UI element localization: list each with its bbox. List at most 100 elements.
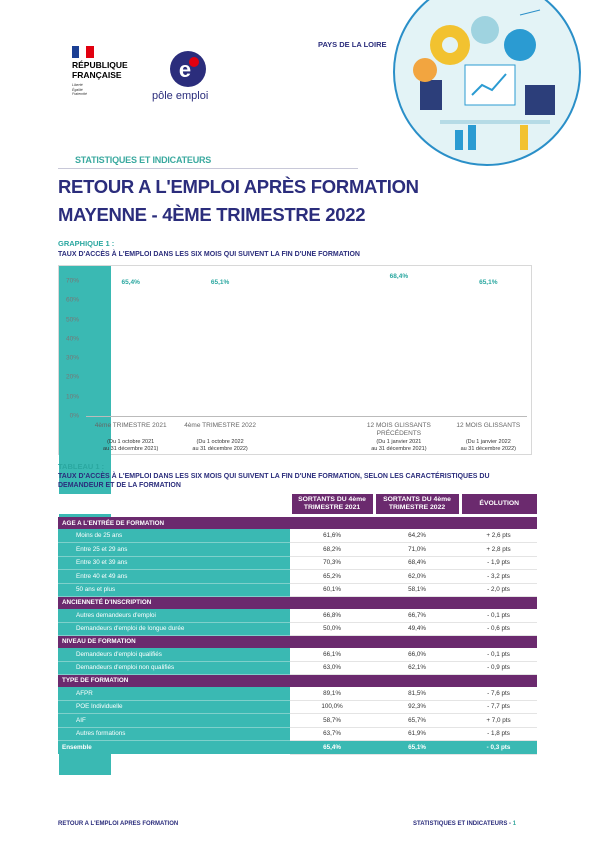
motto-line: Égalité (72, 87, 83, 92)
row-label: Autres demandeurs d'emploi (58, 608, 290, 623)
group-title: ANCIENNETÉ D'INSCRIPTION (58, 596, 537, 609)
cell: 66,0% (374, 647, 460, 662)
title: RETOUR A L'EMPLOI APRÈS FORMATION (58, 176, 419, 197)
group-row: AGE A L'ENTRÉE DE FORMATION (58, 517, 537, 529)
cell: + 7,0 pts (460, 713, 537, 728)
row: Autres formations 63,7% 61,9% - 1,8 pts (58, 727, 537, 741)
republic: RÉPUBLIQUE FRANÇAISE (72, 60, 128, 80)
cell: 66,1% (290, 647, 374, 662)
illustration (393, 0, 581, 166)
category-note: (Du 1 janvier 2022 (465, 439, 511, 445)
row: Demandeurs d'emploi qualifiés 66,1% 66,0% -… (58, 647, 537, 662)
cell: 49,4% (374, 622, 460, 636)
cell: - 1,8 pts (460, 727, 537, 741)
x-tick-label: 12 MOIS GLISSANTS PRÉCÉDENTS (366, 422, 431, 437)
footer-right: STATISTIQUES ET INDICATEURS - 1 (413, 821, 516, 827)
cell: 64,2% (374, 529, 460, 543)
row-label: POE Individuelle (58, 700, 290, 714)
y-tick-label: 60% (65, 296, 79, 304)
chart-kicker: GRAPHIQUE 1 : (58, 239, 115, 248)
chart: 0% 10% 20% 30% 40% 50% 60% 70% 4ème TRIMESTRE 20… (58, 265, 532, 776)
row-label: Demandeurs d'emploi non qualifiés (58, 661, 290, 675)
row-label: AIF (58, 713, 290, 728)
column-header: ÉVOLUTION (458, 494, 537, 514)
cell: 66,8% (290, 608, 374, 623)
title: MAYENNE - 4ÈME TRIMESTRE 2022 (58, 204, 366, 225)
republic-line: RÉPUBLIQUE (72, 60, 128, 70)
value-label: 68,4% (389, 273, 409, 281)
row: Demandeurs d'emploi non qualifiés 63,0% 62… (58, 661, 537, 675)
cell: 66,7% (374, 608, 460, 623)
republic-line: FRANÇAISE (72, 70, 122, 80)
category-note: au 31 décembre 2021) (103, 446, 159, 452)
y-tick-label: 20% (65, 373, 79, 381)
cell: 61,9% (374, 727, 460, 741)
cell: 63,0% (290, 661, 374, 675)
value-label: 65,4% (121, 278, 140, 286)
table-kicker: TABLEAU 1 : (58, 462, 105, 471)
row-label: AFPR (58, 686, 290, 701)
x-tick-label: 4ème TRIMESTRE 2021 (94, 422, 167, 429)
row-label: Entre 25 et 29 ans (58, 542, 290, 557)
cell: 60,1% (290, 583, 374, 597)
y-tick-label: 70% (65, 277, 79, 285)
table-subtitle: TAUX D'ACCÈS À L'EMPLOI DANS LES SIX MOI… (58, 473, 490, 489)
bar (59, 266, 111, 393)
row-label: Entre 40 et 49 ans (58, 569, 290, 584)
cell: - 0,6 pts (460, 622, 537, 636)
y-tick-label: 10% (65, 393, 79, 401)
y-tick-label: 40% (65, 335, 79, 343)
category-note: (Du 1 janvier 2021 (376, 439, 422, 445)
cell: + 2,6 pts (460, 529, 537, 543)
cell: 100,0% (290, 700, 374, 714)
chart-subtitle: TAUX D'ACCÈS À L'EMPLOI DANS LES SIX MOI… (58, 251, 360, 258)
row: 50 ans et plus 60,1% 58,1% - 2,0 pts (58, 583, 537, 597)
y-tick-label: 50% (65, 316, 79, 324)
row-label: Moins de 25 ans (58, 529, 290, 543)
cell: 58,1% (374, 583, 460, 597)
row: AIF 58,7% 65,7% + 7,0 pts (58, 713, 537, 728)
row-label: Demandeurs d'emploi de longue durée (58, 622, 290, 636)
cell: 61,6% (290, 529, 374, 543)
motto-line: Liberté (72, 83, 83, 87)
category-note: (Du 1 octobre 2021 (107, 439, 155, 445)
cell: - 3,2 pts (460, 569, 537, 584)
y-tick-label: 0% (69, 412, 79, 420)
cell: 65,7% (374, 713, 460, 728)
category-note: au 31 décembre 2021) (371, 446, 427, 452)
row: POE Individuelle 100,0% 92,3% - 7,7 pts (58, 700, 537, 714)
row: Entre 30 et 39 ans 70,3% 68,4% - 1,9 pts (58, 556, 537, 570)
group-title: NIVEAU DE FORMATION (58, 635, 537, 648)
group-title: AGE A L'ENTRÉE DE FORMATION (58, 517, 537, 529)
category-note: (Du 1 octobre 2022 (196, 439, 244, 445)
cell: 81,5% (374, 686, 460, 701)
column-header: SORTANTS DU 4ème TRIMESTRE 2022 (372, 494, 460, 514)
svg-text:e: e (179, 57, 191, 82)
header-row: SORTANTS DU 4ème TRIMESTRE 2021 SORTANTS … (58, 494, 537, 514)
group-row: NIVEAU DE FORMATION (58, 635, 537, 648)
cell: + 2,8 pts (460, 542, 537, 557)
category-note: au 31 décembre 2022) (460, 446, 516, 452)
brand: pôle emploi (152, 90, 209, 102)
row: AFPR 89,1% 81,5% - 7,6 pts (58, 686, 537, 701)
x-tick-label: 4ème TRIMESTRE 2022 (184, 422, 256, 429)
row: Entre 25 et 29 ans 68,2% 71,0% + 2,8 pts (58, 542, 537, 557)
cell: 70,3% (290, 556, 374, 570)
cell: 50,0% (290, 622, 374, 636)
cell: - 2,0 pts (460, 583, 537, 597)
row-label: 50 ans et plus (58, 583, 290, 597)
x-axis (86, 416, 527, 417)
table: SORTANTS DU 4ème TRIMESTRE 2021 SORTANTS … (58, 494, 537, 755)
y-tick-label: 30% (65, 354, 79, 362)
cell: 92,3% (374, 700, 460, 714)
category-note: au 31 décembre 2022) (192, 446, 248, 452)
total-cell: - 0,3 pts (460, 740, 537, 755)
section-label: STATISTIQUES ET INDICATEURS (75, 155, 212, 165)
row: Autres demandeurs d'emploi 66,8% 66,7% - 0,… (58, 608, 537, 623)
cell: 62,1% (374, 661, 460, 675)
cell: - 7,7 pts (460, 700, 537, 714)
cell: 89,1% (290, 686, 374, 701)
region: PAYS DE LA LOIRE (318, 40, 387, 49)
